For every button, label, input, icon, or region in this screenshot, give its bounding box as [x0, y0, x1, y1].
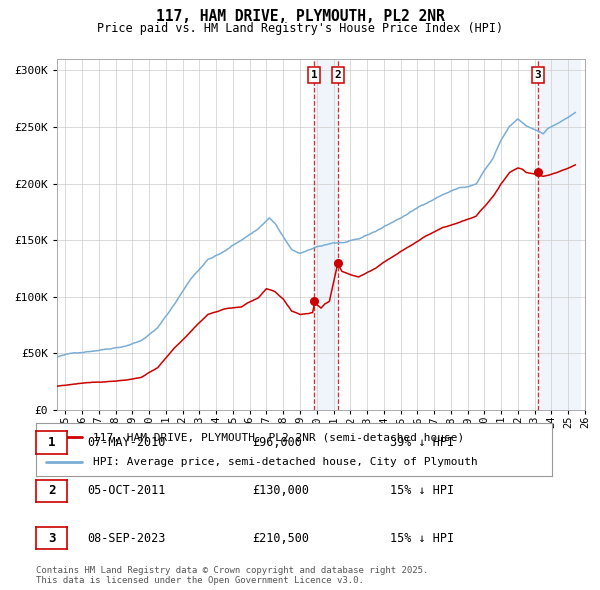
Bar — [537, 59, 581, 410]
Text: 1: 1 — [311, 70, 317, 80]
Text: 08-SEP-2023: 08-SEP-2023 — [87, 532, 166, 545]
Text: 2: 2 — [48, 484, 55, 497]
Text: 05-OCT-2011: 05-OCT-2011 — [87, 484, 166, 497]
Text: 15% ↓ HPI: 15% ↓ HPI — [390, 532, 454, 545]
Bar — [313, 59, 339, 410]
Text: 15% ↓ HPI: 15% ↓ HPI — [390, 484, 454, 497]
Text: 1: 1 — [48, 436, 55, 449]
Text: 117, HAM DRIVE, PLYMOUTH, PL2 2NR: 117, HAM DRIVE, PLYMOUTH, PL2 2NR — [155, 9, 445, 24]
Text: 39% ↓ HPI: 39% ↓ HPI — [390, 436, 454, 449]
Text: Contains HM Land Registry data © Crown copyright and database right 2025.
This d: Contains HM Land Registry data © Crown c… — [36, 566, 428, 585]
Text: 2: 2 — [335, 70, 341, 80]
Text: 07-MAY-2010: 07-MAY-2010 — [87, 436, 166, 449]
Text: £210,500: £210,500 — [252, 532, 309, 545]
Text: 117, HAM DRIVE, PLYMOUTH, PL2 2NR (semi-detached house): 117, HAM DRIVE, PLYMOUTH, PL2 2NR (semi-… — [93, 432, 464, 442]
Text: HPI: Average price, semi-detached house, City of Plymouth: HPI: Average price, semi-detached house,… — [93, 457, 478, 467]
Text: £96,000: £96,000 — [252, 436, 302, 449]
Text: £130,000: £130,000 — [252, 484, 309, 497]
Text: 3: 3 — [535, 70, 541, 80]
Text: 3: 3 — [48, 532, 55, 545]
Text: Price paid vs. HM Land Registry's House Price Index (HPI): Price paid vs. HM Land Registry's House … — [97, 22, 503, 35]
